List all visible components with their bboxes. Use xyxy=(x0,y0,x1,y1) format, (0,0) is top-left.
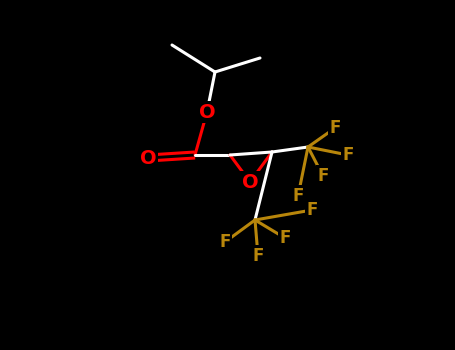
Text: F: F xyxy=(342,146,354,164)
Text: O: O xyxy=(199,103,215,121)
Text: F: F xyxy=(306,201,318,219)
Text: F: F xyxy=(292,187,303,205)
Text: F: F xyxy=(219,233,231,251)
Text: F: F xyxy=(253,247,264,265)
Text: O: O xyxy=(242,173,258,191)
Text: F: F xyxy=(317,167,329,185)
Text: O: O xyxy=(140,148,157,168)
Text: F: F xyxy=(329,119,341,137)
Text: F: F xyxy=(279,229,291,247)
